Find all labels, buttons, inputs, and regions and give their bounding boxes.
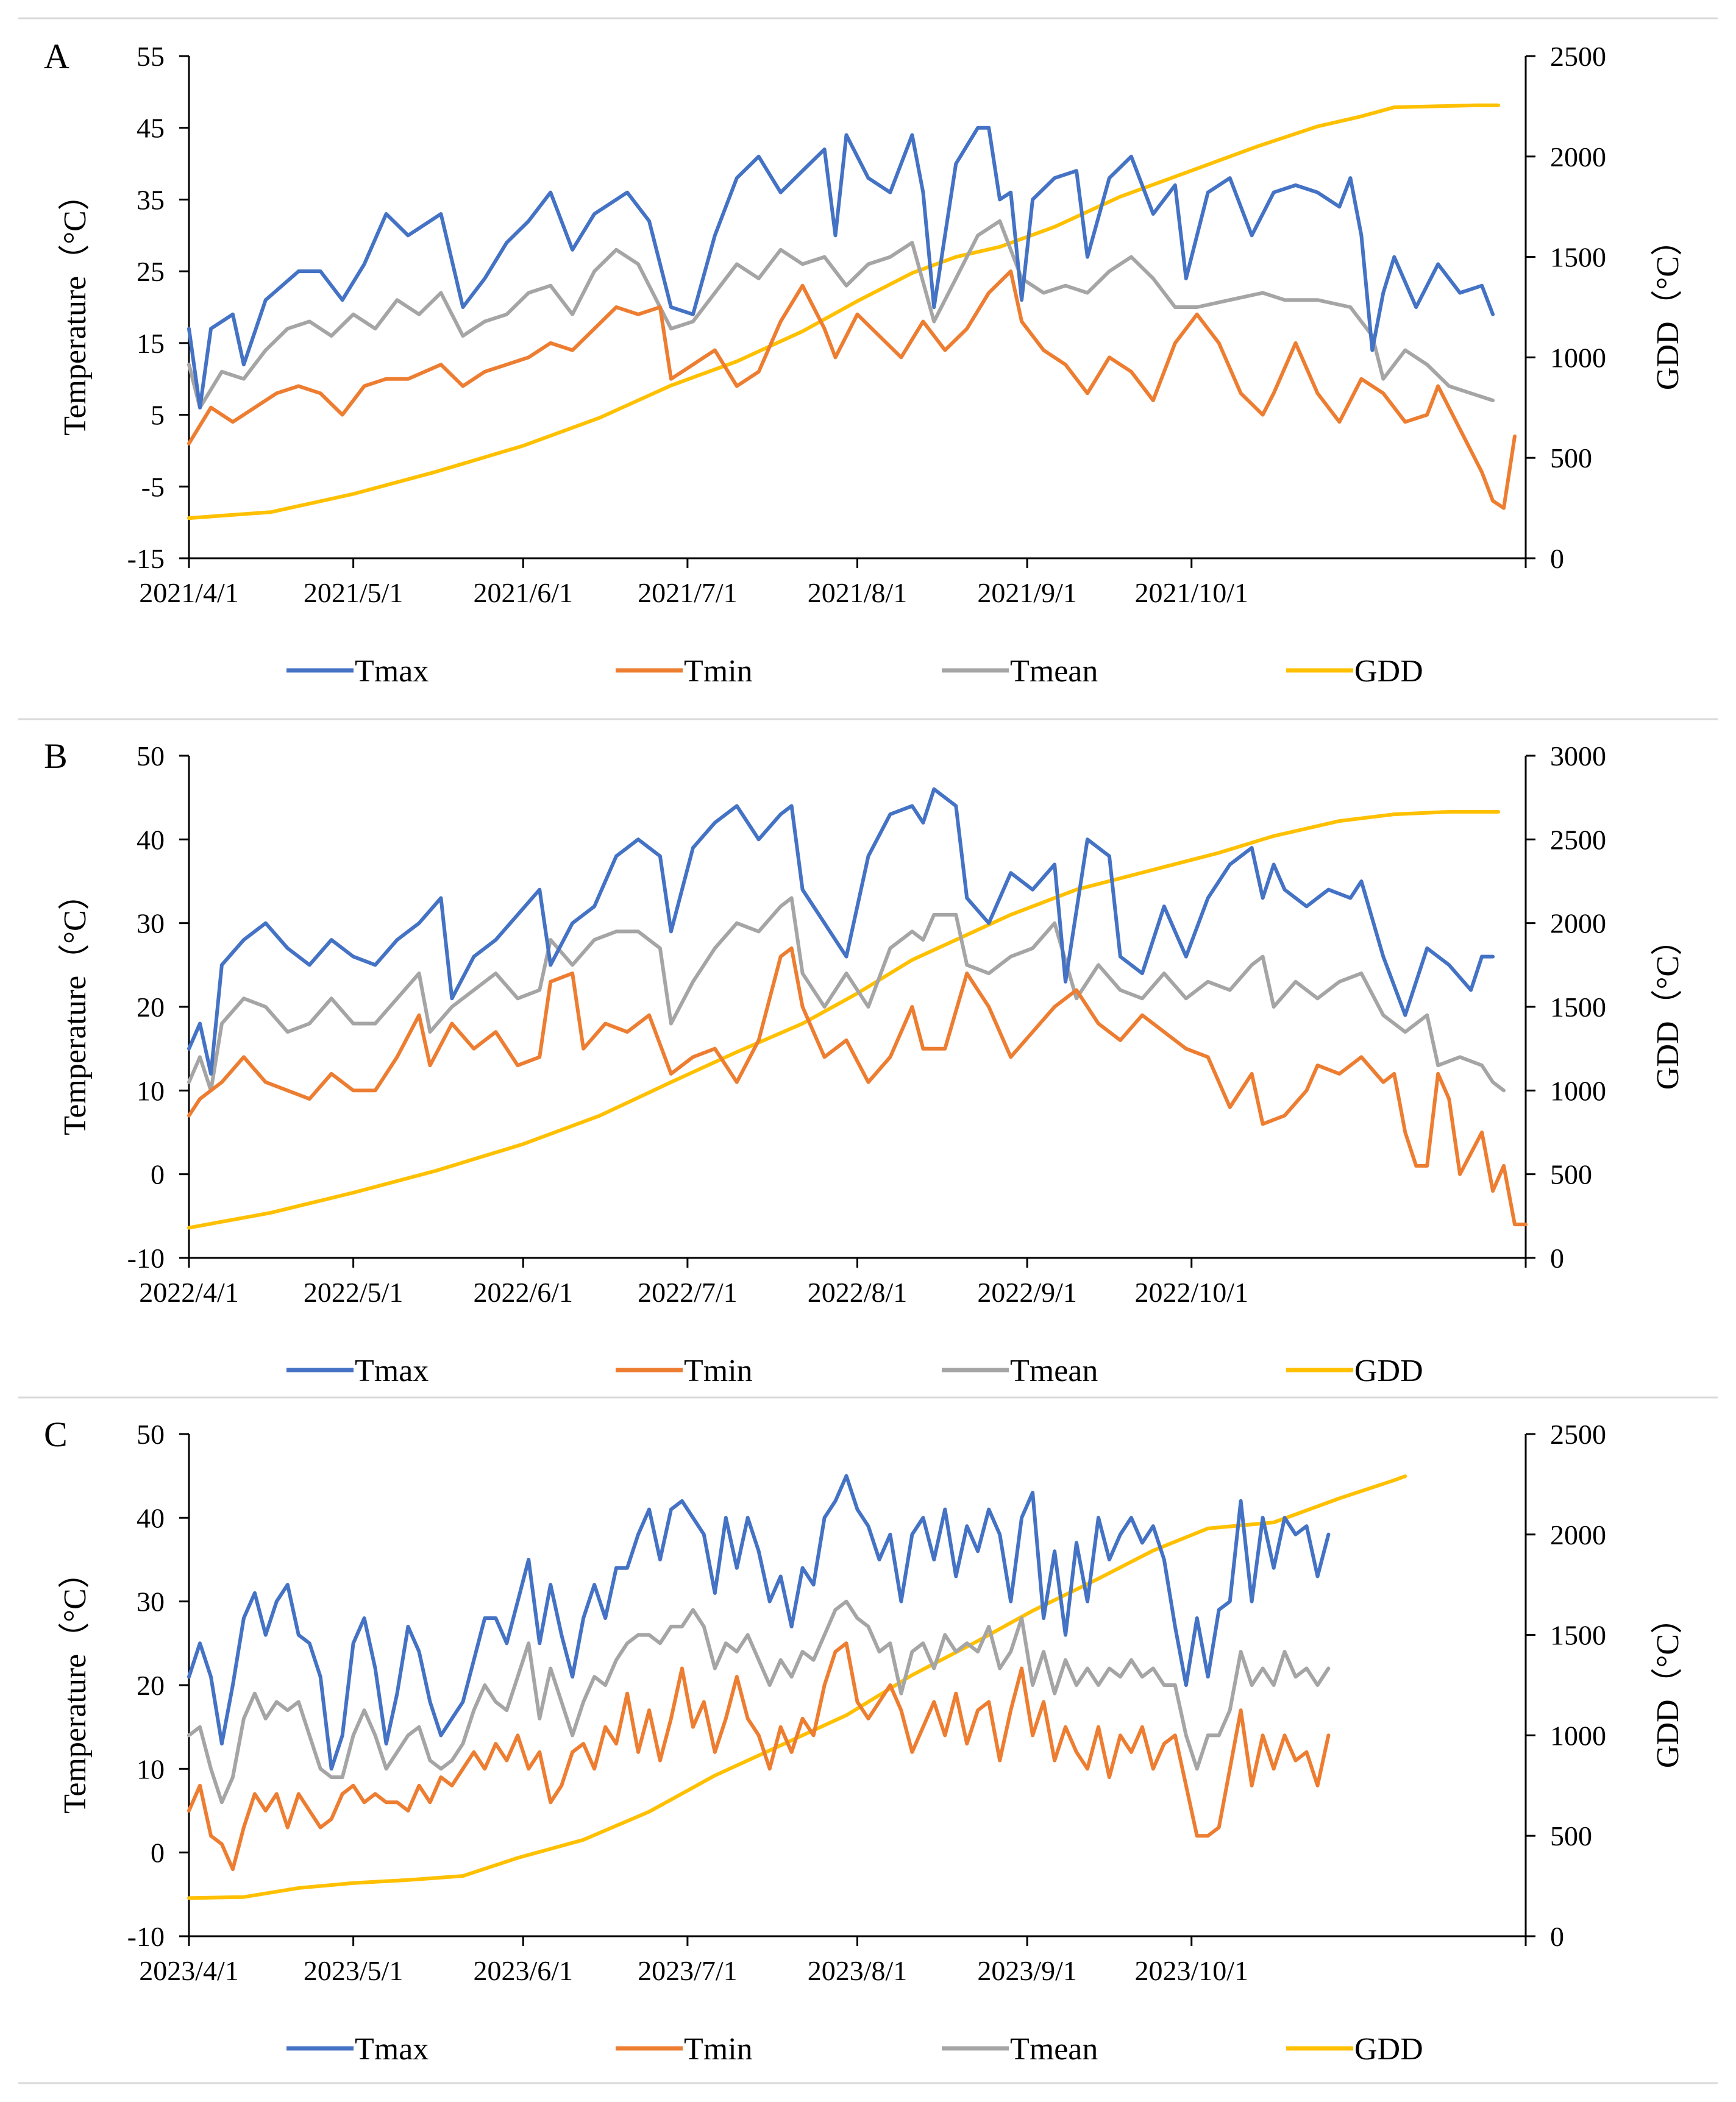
x-tick-label: 2023/4/1 [139, 1955, 239, 1986]
y2-tick-label: 0 [1550, 1243, 1564, 1274]
legend-label-tmin: Tmin [684, 1354, 753, 1388]
y2-tick-label: 3000 [1550, 740, 1606, 772]
y-tick-label: -15 [127, 543, 165, 574]
series-line-tmax [187, 787, 1495, 1076]
y-tick-label: -10 [127, 1921, 165, 1952]
y2-tick-label: 2500 [1550, 824, 1606, 855]
x-tick-label: 2023/9/1 [977, 1955, 1077, 1986]
y-tick-label: 30 [137, 1586, 165, 1617]
y2-tick-label: 2000 [1550, 1519, 1606, 1550]
series-line-tmean [187, 219, 1495, 410]
y-tick-label: 20 [137, 992, 165, 1023]
y2-axis-title: GDD（°C） [1651, 924, 1685, 1090]
legend-label-tmax: Tmax [355, 1354, 429, 1388]
y-axis-title: Temperature（°C） [58, 179, 93, 435]
x-tick-label: 2021/5/1 [304, 577, 404, 608]
y2-tick-label: 1500 [1550, 992, 1606, 1023]
y2-tick-label: 2500 [1550, 1419, 1606, 1450]
y-tick-label: 30 [137, 908, 165, 939]
y2-axis-title: GDD（°C） [1651, 224, 1685, 390]
y-tick-label: 35 [137, 184, 165, 215]
x-tick-label: 2021/7/1 [638, 577, 738, 608]
y-tick-label: 0 [151, 1159, 165, 1190]
series-line-gdd [187, 810, 1501, 1230]
legend-label-tmean: Tmean [1010, 654, 1098, 689]
x-tick-label: 2021/10/1 [1134, 577, 1248, 608]
legend-label-tmean: Tmean [1010, 2032, 1098, 2067]
y-tick-label: 25 [137, 256, 165, 287]
x-tick-label: 2021/9/1 [977, 577, 1077, 608]
y-tick-label: 0 [151, 1837, 165, 1869]
chart-panel-a: -15 -5 5 15 25 35 45 55 0 500 1000 1500 2000 2500 2021… [18, 17, 1718, 689]
legend-label-tmin: Tmin [684, 654, 753, 689]
y2-axis-title: GDD（°C） [1651, 1602, 1685, 1768]
legend-label-tmax: Tmax [355, 2032, 429, 2067]
x-tick-label: 2022/5/1 [304, 1277, 404, 1308]
x-tick-label: 2022/7/1 [638, 1277, 738, 1308]
legend-label-gdd: GDD [1354, 2032, 1423, 2067]
x-tick-label: 2022/4/1 [139, 1277, 239, 1308]
panel-label: C [44, 1415, 68, 1454]
series-line-tmax [187, 126, 1495, 410]
x-tick-label: 2023/6/1 [473, 1955, 573, 1986]
series-line-tmin [187, 946, 1528, 1227]
y-tick-label: 10 [137, 1753, 165, 1784]
y-tick-label: 5 [151, 400, 165, 431]
chart-panel-c: -1001020304050050010001500200025002023/4… [18, 1396, 1718, 2067]
y-tick-label: 45 [137, 113, 165, 144]
legend-label-tmean: Tmean [1010, 1354, 1098, 1388]
y2-tick-label: 500 [1550, 1159, 1592, 1190]
y2-tick-label: 1500 [1550, 242, 1606, 273]
y2-tick-label: 1000 [1550, 342, 1606, 373]
x-tick-label: 2023/10/1 [1134, 1955, 1248, 1986]
series-line-tmean [187, 1599, 1331, 1805]
y-tick-label: 40 [137, 824, 165, 855]
y2-tick-label: 1500 [1550, 1620, 1606, 1651]
x-tick-label: 2023/7/1 [638, 1955, 738, 1986]
y-axis-title: Temperature（°C） [58, 1557, 93, 1813]
y2-tick-label: 1000 [1550, 1720, 1606, 1751]
series-line-tmean [187, 896, 1506, 1093]
x-tick-label: 2021/4/1 [139, 577, 239, 608]
panel-label: B [44, 736, 68, 776]
legend-label-gdd: GDD [1354, 654, 1423, 689]
y2-tick-label: 2000 [1550, 908, 1606, 939]
y2-tick-label: 2500 [1550, 41, 1606, 72]
y-tick-label: 20 [137, 1670, 165, 1701]
y-tick-label: 40 [137, 1502, 165, 1533]
series-line-gdd [187, 103, 1501, 520]
y-tick-label: 50 [137, 740, 165, 772]
y2-tick-label: 2000 [1550, 141, 1606, 172]
x-tick-label: 2022/8/1 [808, 1277, 908, 1308]
x-tick-label: 2021/8/1 [808, 577, 908, 608]
y-tick-label: 10 [137, 1075, 165, 1106]
y-tick-label: 15 [137, 328, 165, 359]
y2-tick-label: 0 [1550, 1921, 1564, 1952]
series-line-tmin [187, 1641, 1331, 1872]
legend-label-tmin: Tmin [684, 2032, 753, 2067]
x-tick-label: 2021/6/1 [473, 577, 573, 608]
x-tick-label: 2022/10/1 [1134, 1277, 1248, 1308]
x-tick-label: 2022/6/1 [473, 1277, 573, 1308]
y2-tick-label: 500 [1550, 442, 1592, 474]
y2-tick-label: 500 [1550, 1820, 1592, 1852]
series-line-tmax [187, 1474, 1331, 1771]
legend-label-tmax: Tmax [355, 654, 429, 689]
y-tick-label: -10 [127, 1243, 165, 1274]
chart-panel-b: -100102030405005001000150020002500300020… [18, 718, 1718, 1388]
y-tick-label: 50 [137, 1419, 165, 1450]
y-axis-title: Temperature（°C） [58, 878, 93, 1135]
x-tick-label: 2023/5/1 [304, 1955, 404, 1986]
y2-tick-label: 1000 [1550, 1075, 1606, 1106]
series-line-tmin [187, 269, 1517, 510]
y-tick-label: 55 [137, 41, 165, 72]
y-tick-label: -5 [141, 471, 165, 502]
x-tick-label: 2022/9/1 [977, 1277, 1077, 1308]
y2-tick-label: 0 [1550, 543, 1564, 574]
legend-label-gdd: GDD [1354, 1354, 1423, 1388]
x-tick-label: 2023/8/1 [808, 1955, 908, 1986]
panel-label: A [44, 37, 69, 76]
